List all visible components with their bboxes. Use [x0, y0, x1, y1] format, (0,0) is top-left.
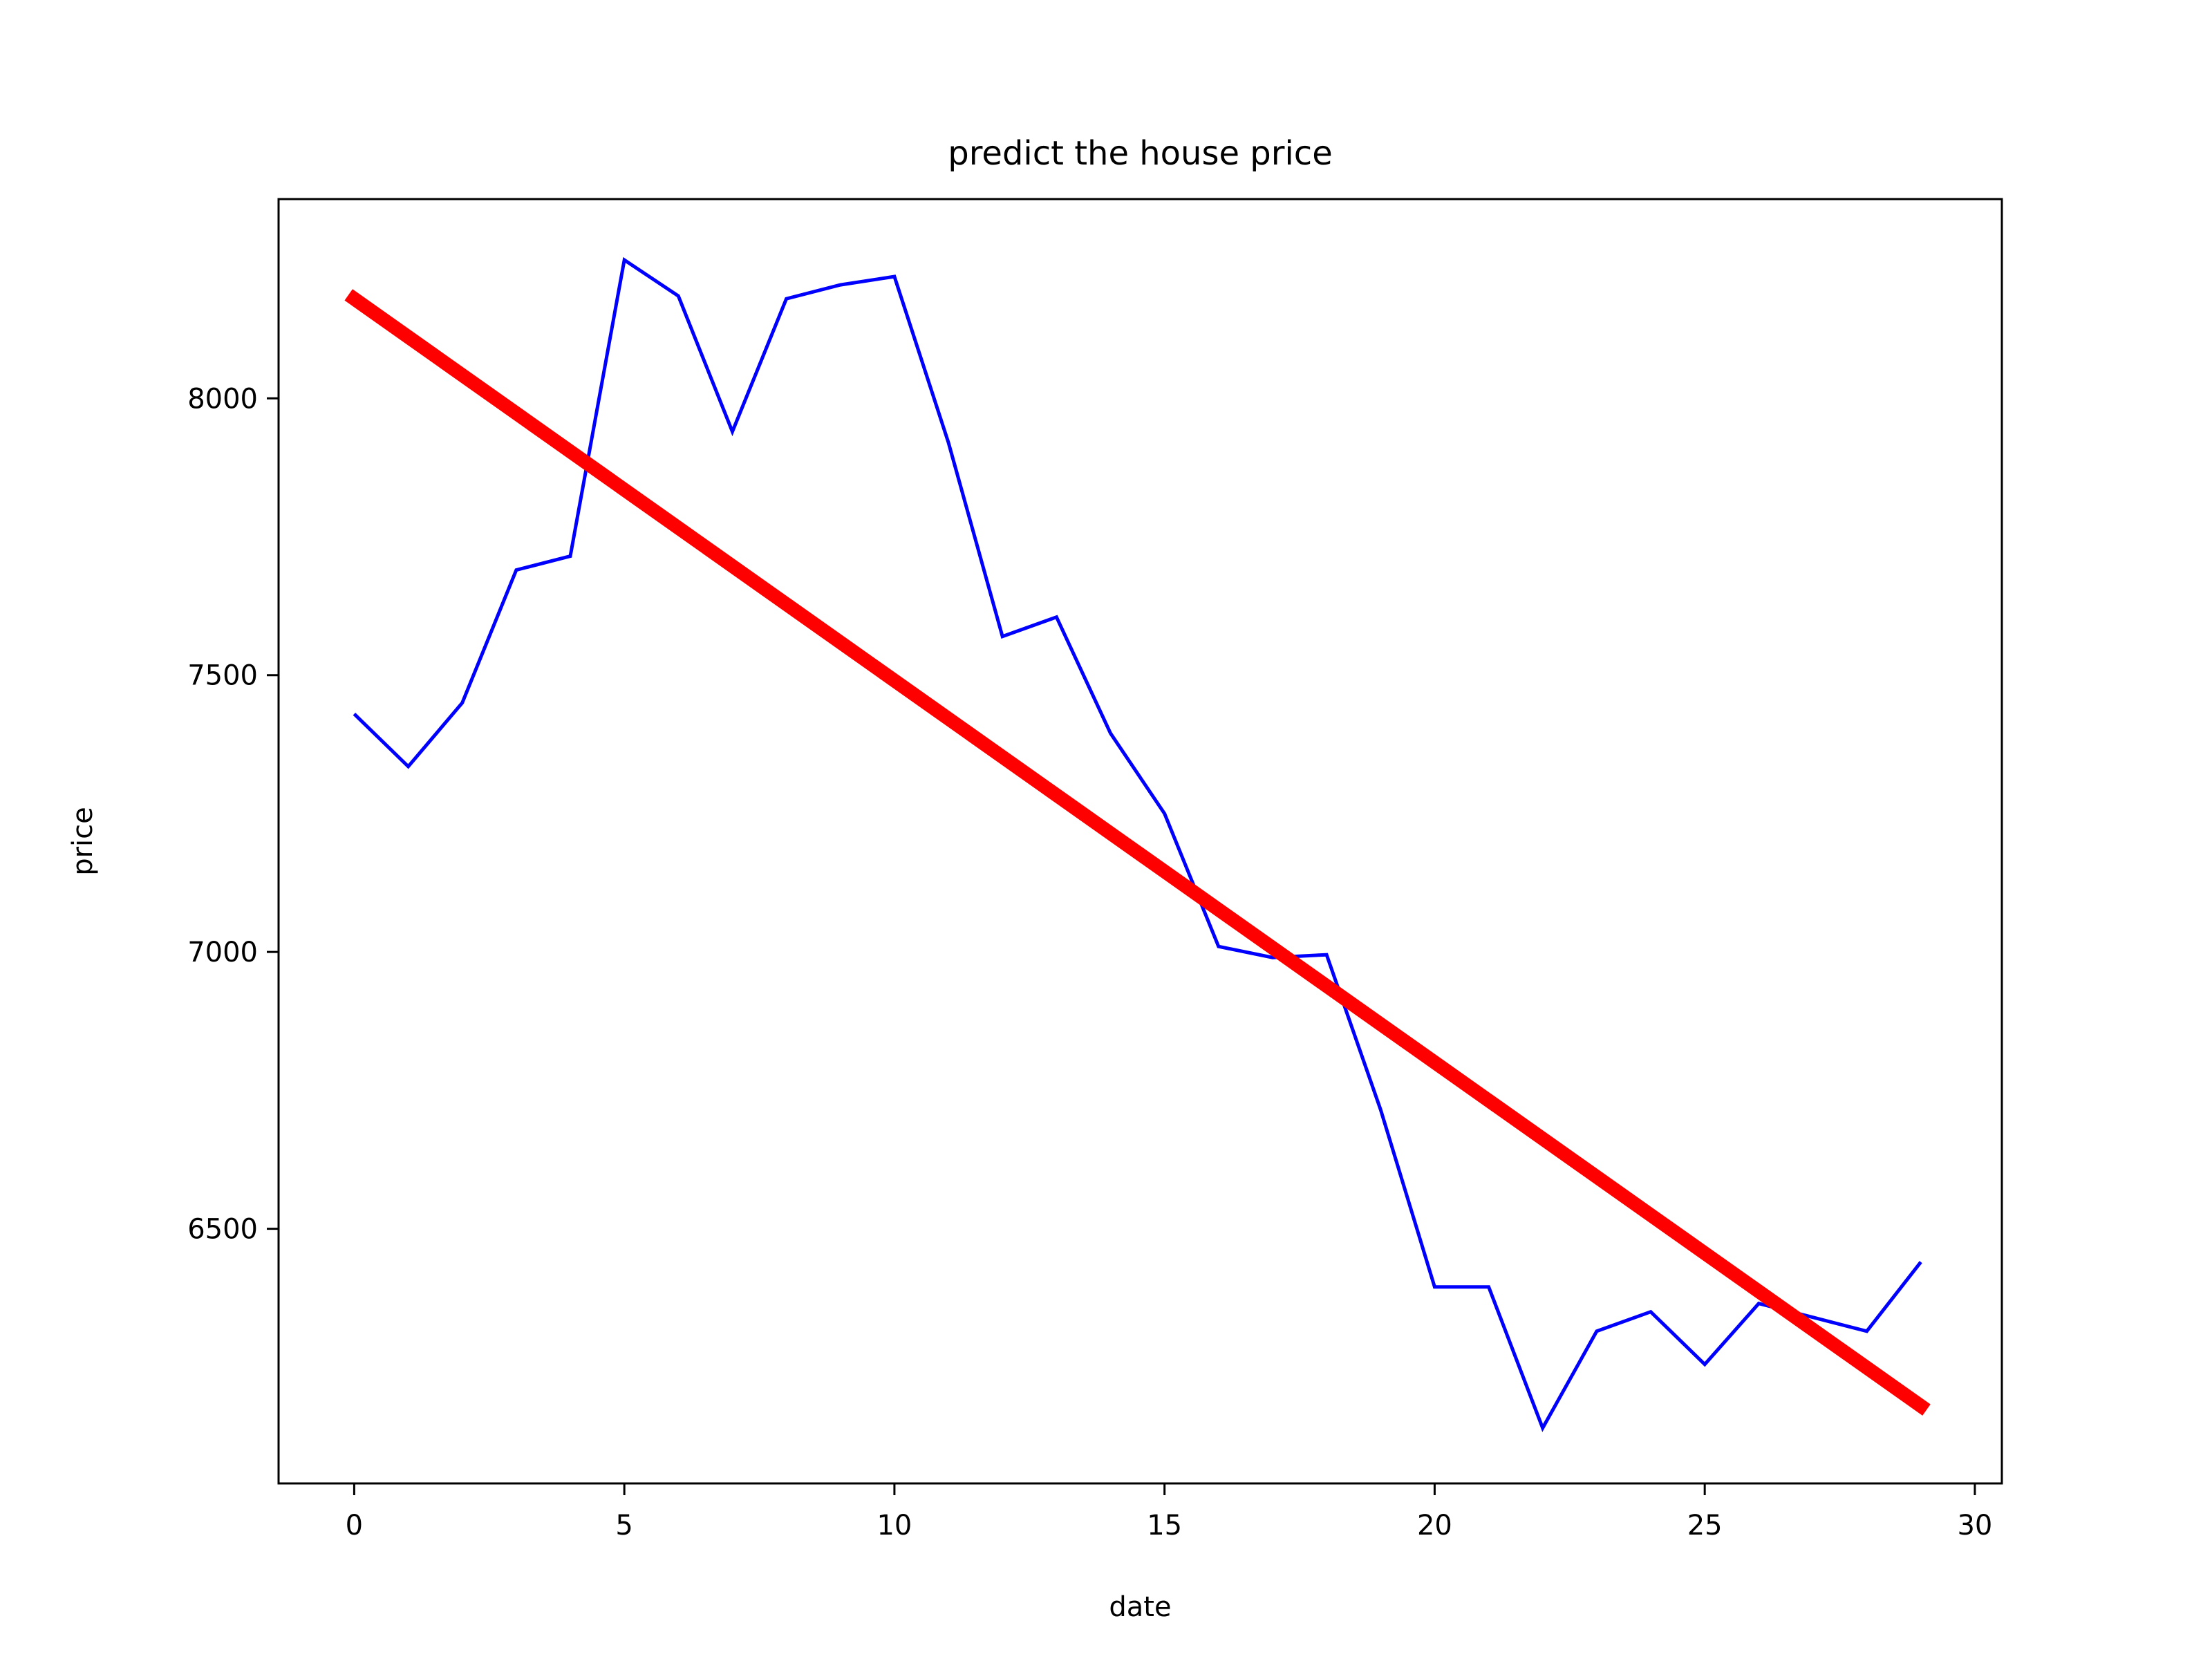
- y-tick-label: 7500: [187, 660, 258, 692]
- series-layer: [344, 256, 1931, 1432]
- x-axis-label: date: [1109, 1591, 1171, 1623]
- y-tick-label: 6500: [187, 1214, 258, 1246]
- x-tick-label: 25: [1687, 1510, 1723, 1541]
- regression-line: [344, 289, 1931, 1416]
- x-tick-label: 20: [1417, 1510, 1452, 1541]
- y-axis-label: price: [67, 807, 99, 876]
- chart-title: predict the house price: [948, 134, 1332, 173]
- price-series-line: [353, 256, 1922, 1432]
- x-tick-label: 15: [1147, 1510, 1182, 1541]
- y-tick-label: 7000: [187, 937, 258, 968]
- x-tick-label: 30: [1957, 1510, 1992, 1541]
- plot-frame: [277, 198, 2003, 1485]
- x-tick-label: 10: [877, 1510, 912, 1541]
- x-axis-ticks: 0 5 10 15 20 25 30: [346, 1483, 1992, 1541]
- x-tick-label: 0: [346, 1510, 363, 1541]
- y-axis-ticks: 6500 7000 7500 8000: [187, 383, 279, 1246]
- x-tick-label: 5: [615, 1510, 632, 1541]
- axes: [277, 198, 2003, 1485]
- y-tick-label: 8000: [187, 383, 258, 415]
